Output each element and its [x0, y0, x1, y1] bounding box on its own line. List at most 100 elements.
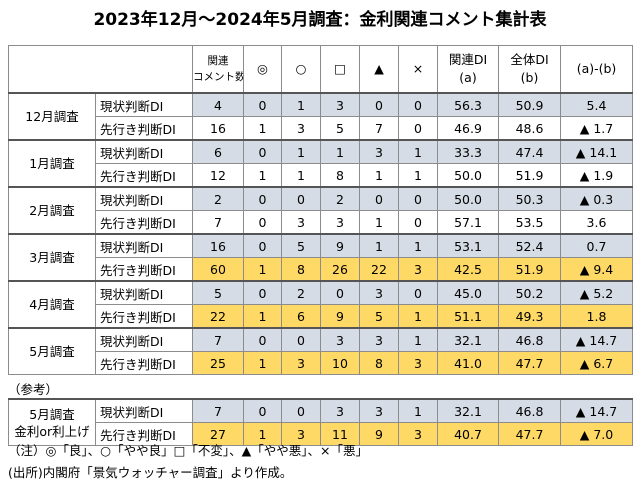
value-cell: 0: [243, 92, 282, 117]
value-cell: 1: [281, 139, 321, 164]
value-cell: 1: [243, 116, 282, 141]
value-cell: ▲ 0.3: [560, 186, 633, 211]
value-cell: 0: [281, 398, 321, 423]
value-cell: 0: [281, 327, 321, 352]
cell-line: ◎: [257, 61, 268, 76]
row-label: 先行き判断DI: [95, 257, 193, 282]
value-cell: 40.7: [437, 422, 499, 446]
row-label: 現状判断DI: [95, 280, 193, 305]
cell-line: 4月調査: [29, 297, 75, 312]
summary-table: 関連 コメント数 ◎ ○ □ ▲ × 関連DI (a) 全体DI (b) (a)-(b) 12月調査 現状…: [8, 45, 633, 375]
value-cell: 0: [398, 210, 438, 235]
data-row: 5月調査 金利or利上げ 現状判断DI 7 0 0 3 3 1 32.1 46.8 ▲ 14.7: [8, 398, 633, 446]
value-cell: 5: [192, 280, 244, 305]
data-row: 先行き判断DI 12 1 1 8 1 1 50.0 51.9 ▲ 1.9: [9, 163, 633, 188]
value-cell: 1: [398, 398, 438, 423]
value-cell: 1: [243, 163, 282, 188]
data-row: 12月調査 現状判断DI 4 0 1 3 0 0 56.3 50.9 5.4: [8, 92, 633, 141]
value-cell: ▲ 6.7: [560, 351, 633, 375]
value-cell: 10: [320, 351, 360, 375]
cell-line: 関連DI: [448, 52, 488, 67]
value-cell: 9: [320, 233, 360, 258]
value-cell: 2: [320, 186, 360, 211]
group-label: 5月調査: [8, 327, 96, 375]
value-cell: 25: [192, 351, 244, 375]
group-label: 12月調査: [8, 92, 96, 141]
row-label: 現状判断DI: [95, 233, 193, 258]
row-label: 先行き判断DI: [95, 304, 193, 329]
header-cell: ▲: [359, 45, 399, 94]
value-cell: 50.0: [437, 186, 499, 211]
value-cell: 0: [243, 280, 282, 305]
group-label: 2月調査: [8, 186, 96, 235]
value-cell: ▲ 1.7: [560, 116, 633, 141]
value-cell: 49.3: [498, 304, 561, 329]
value-cell: 1: [398, 139, 438, 164]
value-cell: ▲ 14.7: [560, 398, 633, 423]
row-label: 先行き判断DI: [95, 351, 193, 375]
value-cell: ▲ 14.7: [560, 327, 633, 352]
value-cell: 0: [359, 186, 399, 211]
data-row: 2月調査 現状判断DI 2 0 0 2 0 0 50.0 50.3 ▲ 0.3: [8, 186, 633, 235]
value-cell: 0: [281, 186, 321, 211]
value-cell: 56.3: [437, 92, 499, 117]
value-cell: 9: [320, 304, 360, 329]
value-cell: ▲ 5.2: [560, 280, 633, 305]
value-cell: 1: [398, 163, 438, 188]
value-cell: 60: [192, 257, 244, 282]
value-cell: 48.6: [498, 116, 561, 141]
value-cell: 16: [192, 116, 244, 141]
cell-line: □: [334, 61, 346, 76]
value-cell: 50.2: [498, 280, 561, 305]
value-cell: 42.5: [437, 257, 499, 282]
value-cell: 16: [192, 233, 244, 258]
value-cell: 52.4: [498, 233, 561, 258]
value-cell: 7: [192, 327, 244, 352]
value-cell: 50.0: [437, 163, 499, 188]
value-cell: 6: [192, 139, 244, 164]
data-row: 1月調査 現状判断DI 6 0 1 1 3 1 33.3 47.4 ▲ 14.1: [8, 139, 633, 188]
value-cell: 3: [359, 139, 399, 164]
cell-line: 12月調査: [25, 109, 79, 124]
value-cell: 27: [192, 422, 244, 446]
value-cell: 0: [243, 327, 282, 352]
header-cell: ×: [398, 45, 438, 94]
cell-line: 3月調査: [29, 250, 75, 265]
value-cell: 0: [243, 186, 282, 211]
note: （注）◎「良」、○「やや良」□「不変」、▲「やや悪」、×「悪」: [8, 443, 368, 458]
cell-line: 金利or利上げ: [14, 423, 90, 439]
value-cell: 46.9: [437, 116, 499, 141]
value-cell: 53.1: [437, 233, 499, 258]
value-cell: 45.0: [437, 280, 499, 305]
value-cell: 1: [243, 422, 282, 446]
reference-label: （参考）: [8, 382, 59, 397]
value-cell: 32.1: [437, 327, 499, 352]
value-cell: ▲ 1.9: [560, 163, 633, 188]
value-cell: 1: [281, 92, 321, 117]
value-cell: 3: [320, 398, 360, 423]
value-cell: 46.8: [498, 327, 561, 352]
value-cell: 5.4: [560, 92, 633, 117]
value-cell: 1: [243, 304, 282, 329]
header-cell: 全体DI (b): [498, 45, 561, 94]
value-cell: 3: [359, 327, 399, 352]
value-cell: 0: [398, 92, 438, 117]
row-label: 現状判断DI: [95, 139, 193, 164]
value-cell: 22: [359, 257, 399, 282]
value-cell: 12: [192, 163, 244, 188]
group-label: 4月調査: [8, 280, 96, 329]
data-row: 先行き判断DI 22 1 6 9 5 1 51.1 49.3 1.8: [9, 304, 633, 329]
value-cell: 11: [320, 422, 360, 446]
value-cell: 0: [398, 280, 438, 305]
value-cell: 57.1: [437, 210, 499, 235]
data-row: 先行き判断DI 27 1 3 11 9 3 40.7 47.7 ▲ 7.0: [9, 422, 633, 446]
value-cell: 51.9: [498, 163, 561, 188]
value-cell: 3: [359, 398, 399, 423]
row-label: 先行き判断DI: [95, 210, 193, 235]
value-cell: 3.6: [560, 210, 633, 235]
header-cell: 関連DI (a): [437, 45, 499, 94]
value-cell: 2: [281, 280, 321, 305]
value-cell: 1: [243, 257, 282, 282]
value-cell: 22: [192, 304, 244, 329]
row-label: 現状判断DI: [95, 398, 193, 423]
